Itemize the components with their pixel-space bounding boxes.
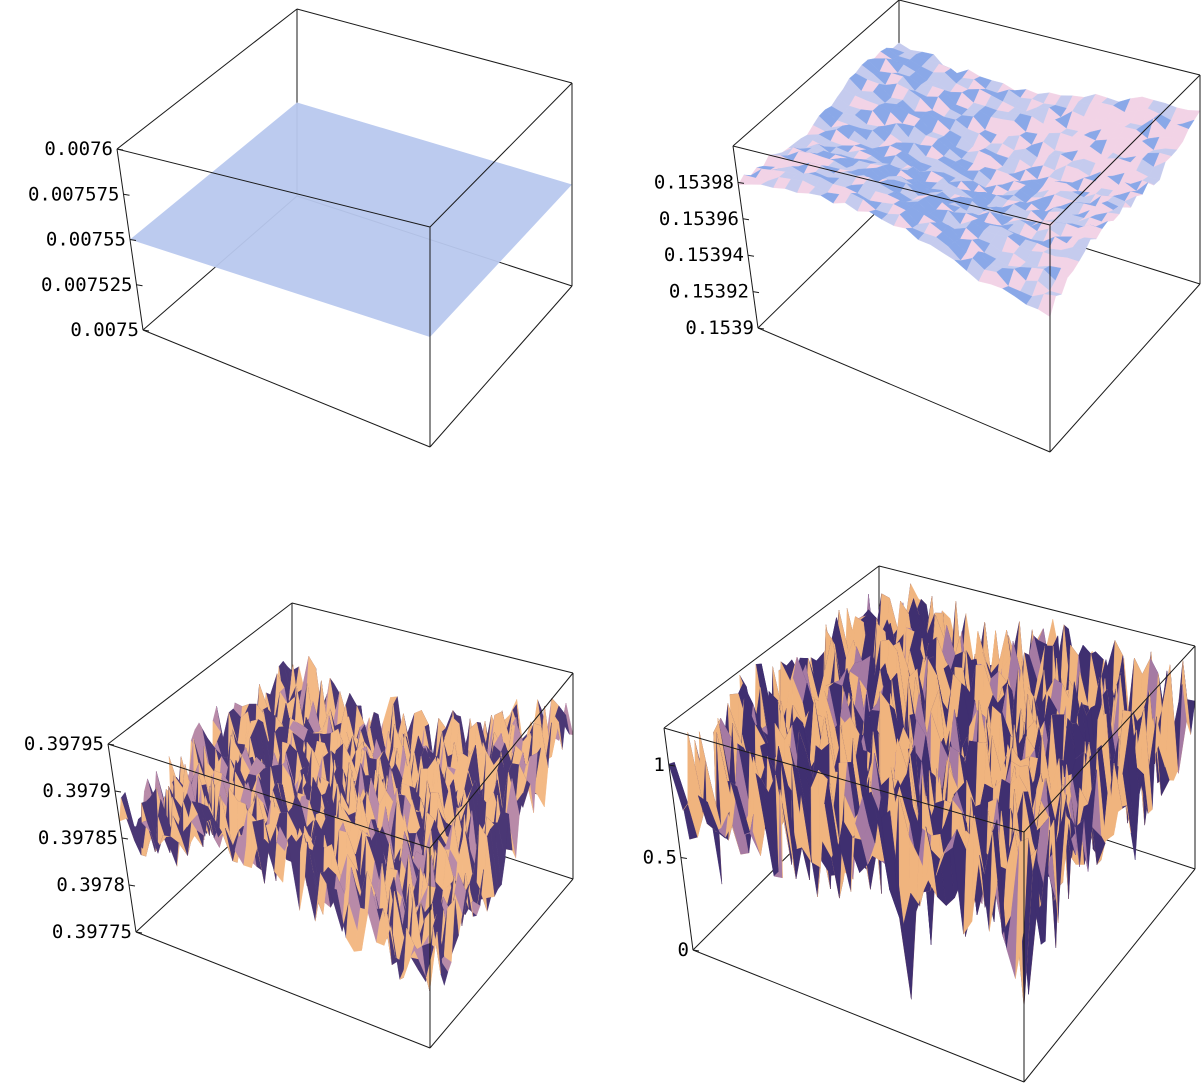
box-edge-back (296, 8, 573, 84)
box-edge-back (898, 0, 1201, 76)
z-tick-label: 0 (678, 939, 689, 961)
z-tick-label: 0.0076 (44, 138, 113, 160)
z-tick-label: 0.15394 (664, 244, 744, 266)
z-tick-mark (107, 743, 115, 746)
box-edge-front (1049, 74, 1201, 226)
z-tick-mark (129, 239, 137, 241)
box-edge-front (429, 285, 573, 448)
z-tick-mark (123, 193, 130, 196)
z-tick-mark (737, 181, 745, 184)
box-edge-front (116, 148, 431, 228)
z-tick-mark (121, 837, 129, 840)
box-edge-back (291, 602, 574, 674)
box-edge-front (732, 145, 1051, 226)
z-tick-mark (116, 148, 124, 151)
surface-plot-4: 10.50 (643, 565, 1196, 1083)
z-tick-mark (135, 931, 143, 934)
box-edge-back (107, 602, 293, 745)
box-edge-back (878, 565, 1196, 647)
z-tick-mark (142, 329, 150, 332)
surface-patch (422, 942, 434, 977)
box-edge-front (429, 878, 574, 1049)
box-edge-front (429, 82, 573, 228)
z-tick-label: 0.39795 (24, 733, 104, 755)
z-tick-label: 0.15398 (654, 171, 734, 193)
z-tick-mark (128, 884, 136, 887)
z-tick-label: 0.39785 (38, 827, 118, 849)
z-tick-label: 0.5 (643, 847, 677, 869)
box-edge-front (1023, 868, 1196, 1083)
box-edge-front (107, 743, 431, 849)
box-edge-front (1049, 283, 1201, 453)
box-edge-back (663, 565, 880, 729)
surface-plane (130, 102, 572, 337)
z-tick-label: 0.15392 (669, 281, 749, 303)
box-edge-back (116, 8, 298, 150)
box-edge-front (1023, 645, 1196, 833)
surface-plot-2: 0.15398 0.15396 0.15394 0.15392 0.1539 (654, 0, 1201, 453)
surface-plot-3: 0.39795 0.3979 0.39785 0.3978 0.39775 (24, 602, 574, 1049)
z-tick-label: 1 (653, 754, 664, 776)
box-edge-back (732, 0, 900, 147)
z-tick-label: 0.15396 (659, 208, 739, 230)
box-edge-front (692, 949, 1025, 1083)
z-tick-label: 0.3979 (42, 780, 111, 802)
z-tick-label: 0.0075 (70, 319, 139, 341)
z-tick-mark (752, 291, 760, 294)
z-tick-mark (692, 949, 700, 952)
z-tick-mark (136, 284, 143, 287)
surface-plot-1: 0.0076 0.007575 0.00755 0.007525 0.0075 (28, 8, 573, 448)
z-tick-label: 0.007525 (41, 274, 133, 296)
z-tick-label: 0.00755 (46, 229, 126, 251)
z-tick-mark (680, 857, 687, 859)
surface-patch (1015, 837, 1029, 979)
box-edge-front (429, 672, 574, 849)
box-edge-front (135, 931, 431, 1049)
box-edge-front (142, 329, 431, 448)
box-edge-front (663, 727, 1025, 833)
z-tick-label: 0.3978 (56, 874, 125, 896)
z-tick-mark (742, 218, 750, 221)
box-edge-front (732, 145, 759, 329)
z-tick-mark (757, 327, 765, 330)
z-tick-mark (668, 764, 675, 767)
z-tick-label: 0.39775 (52, 921, 132, 943)
box-edge-front (757, 327, 1051, 453)
z-tick-label: 0.1539 (685, 317, 754, 339)
z-tick-label: 0.007575 (28, 183, 120, 205)
z-tick-mark (114, 790, 122, 793)
surface-patch (1037, 293, 1057, 318)
z-tick-mark (747, 254, 755, 257)
